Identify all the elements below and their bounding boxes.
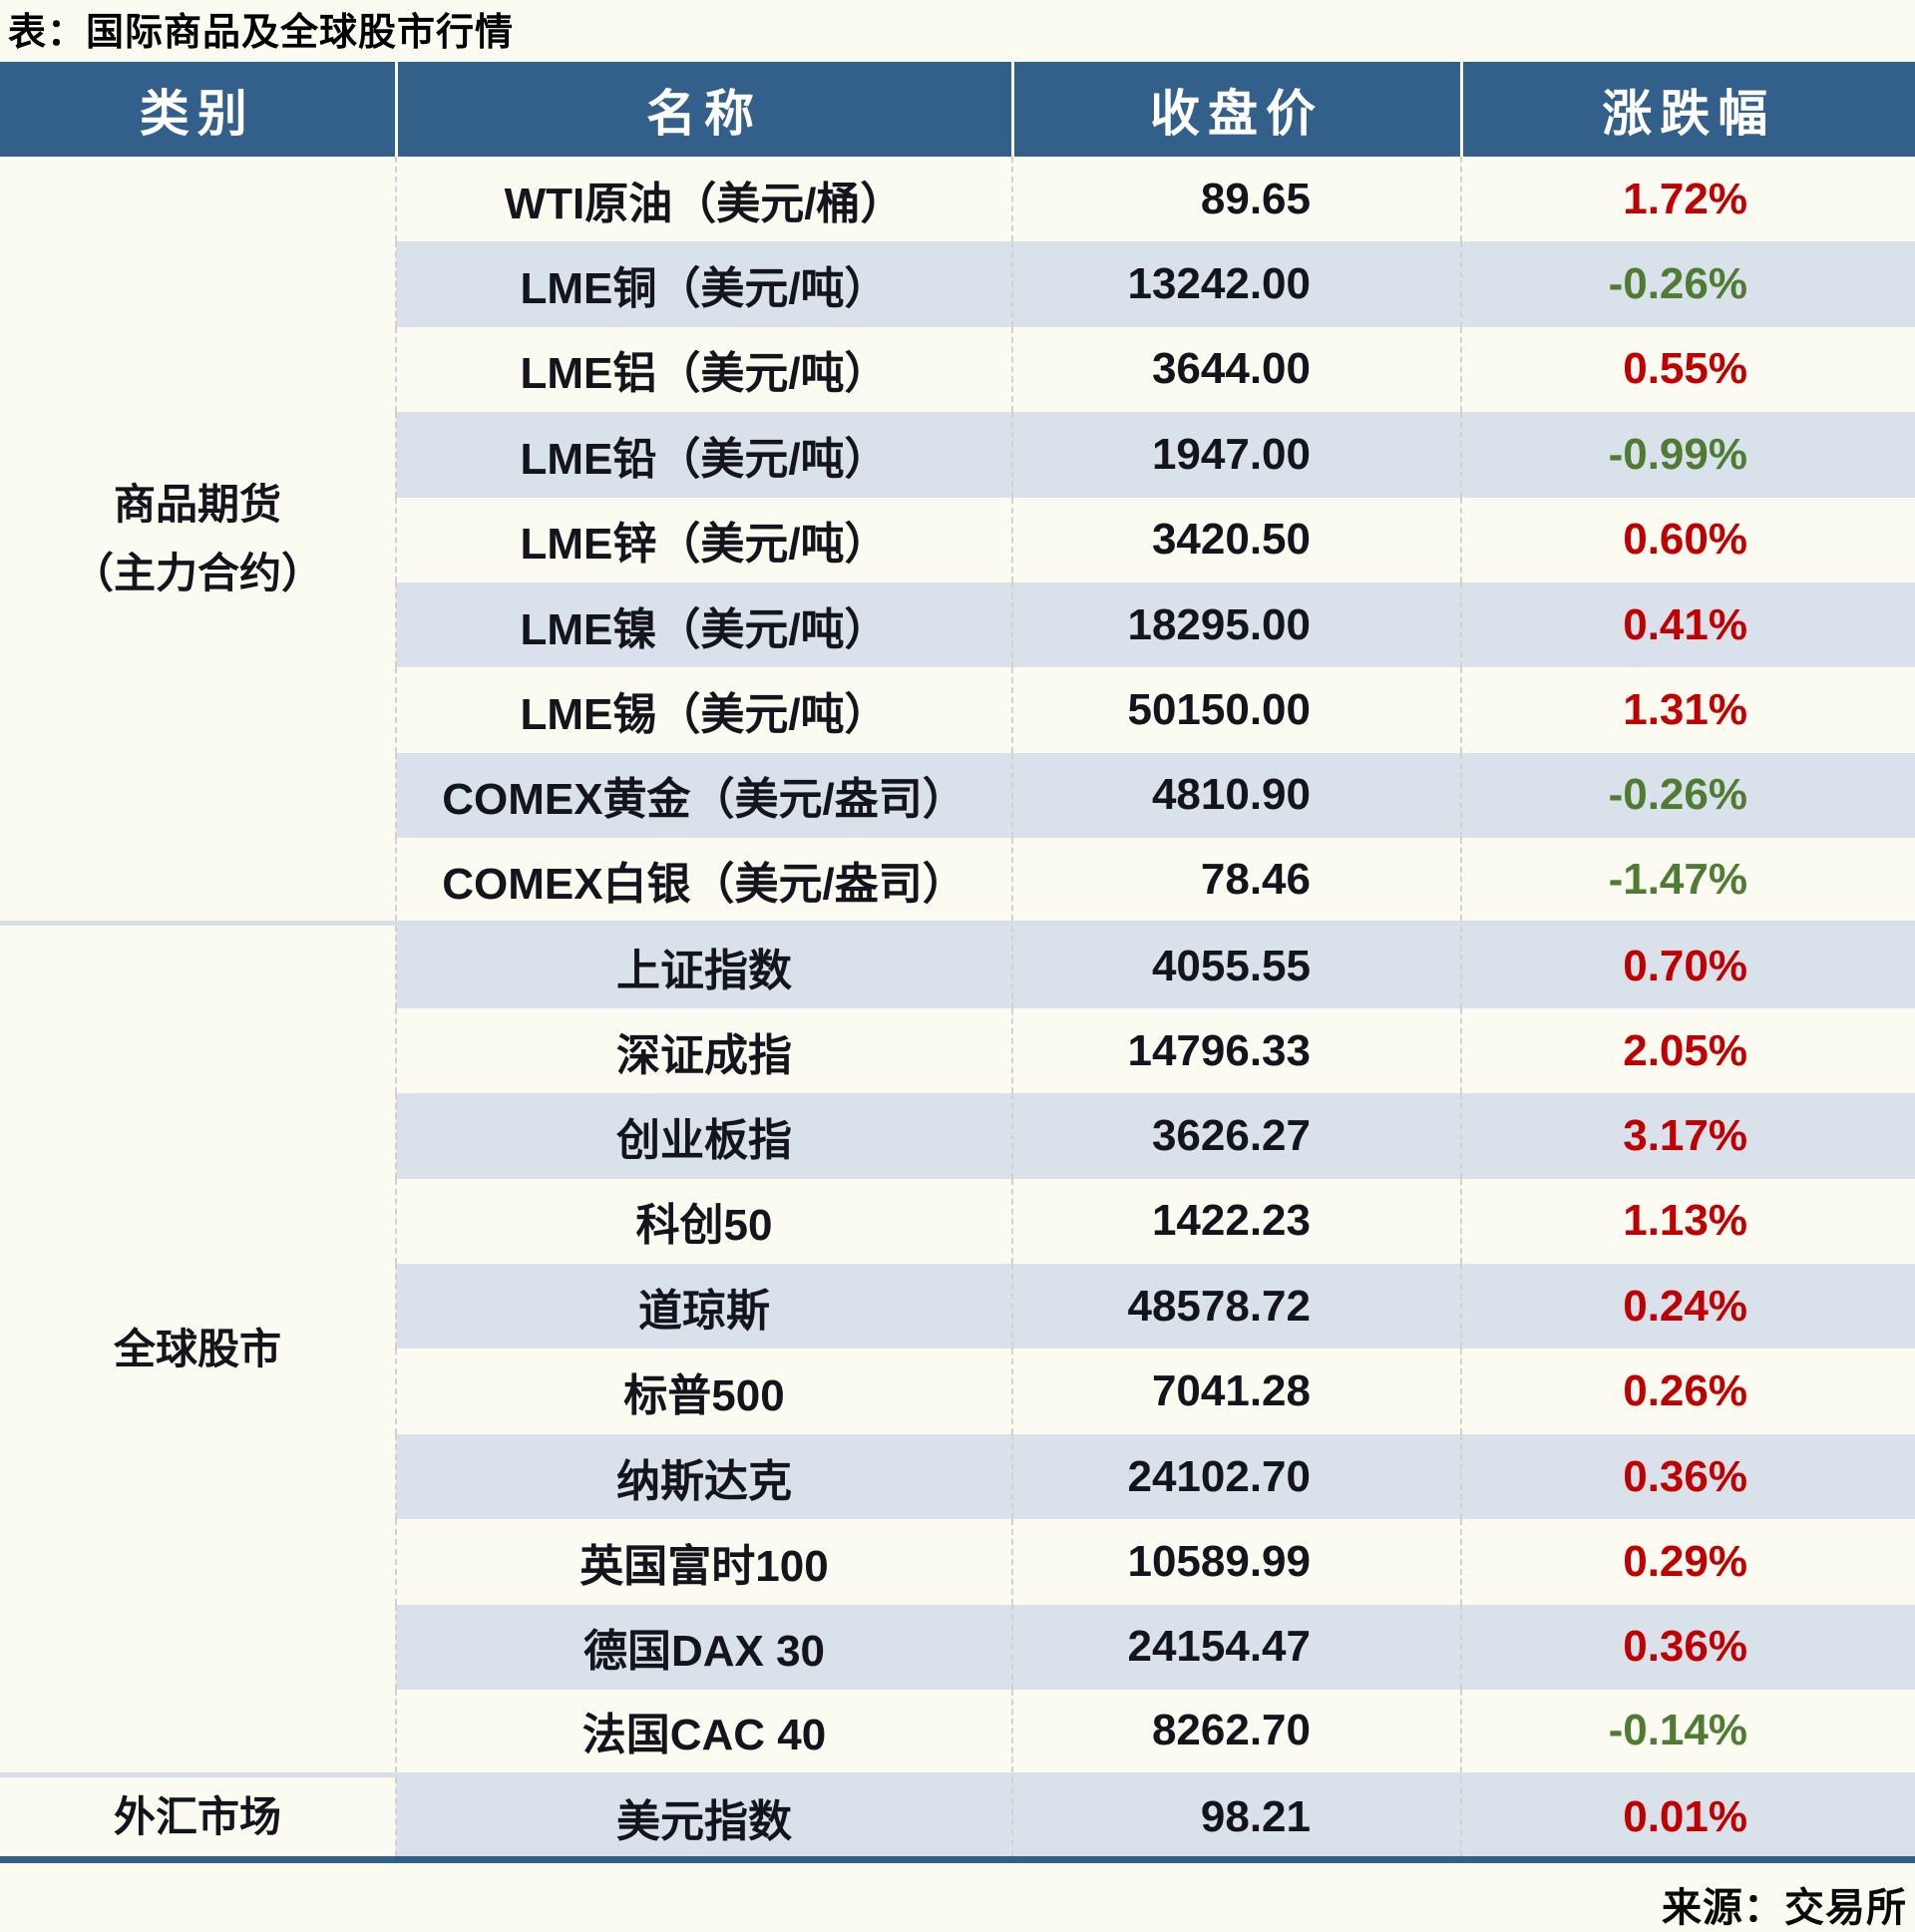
category-line: 商品期货 — [113, 480, 281, 528]
table-row: 德国DAX 30 24154.47 0.36% — [0, 1604, 1915, 1691]
change-pct-cell: -1.47% — [1608, 854, 1747, 904]
table-row: LME铝（美元/吨） 3644.00 0.55% — [0, 326, 1915, 413]
category-cell-fx-market: 外汇市场 — [0, 1771, 397, 1860]
change-pct-cell: 0.36% — [1461, 1604, 1915, 1691]
category-line: 全球股市 — [113, 1325, 281, 1372]
table-row: 深证成指 14796.33 2.05% — [0, 1007, 1915, 1094]
table-row: 外汇市场 美元指数 98.21 0.01% — [0, 1771, 1915, 1860]
change-pct-cell: 0.55% — [1623, 344, 1747, 394]
change-pct-cell: -0.99% — [1461, 412, 1915, 498]
col-header-name: 名称 — [396, 62, 1014, 157]
col-header-change: 涨跌幅 — [1461, 62, 1915, 157]
close-price-cell: 4810.90 — [1012, 752, 1462, 839]
table-row: 英国富时100 10589.99 0.29% — [0, 1519, 1915, 1605]
category-line: 外汇市场 — [113, 1792, 281, 1840]
close-price-cell: 78.46 — [1012, 838, 1462, 924]
change-pct-cell: 0.36% — [1461, 1433, 1915, 1520]
change-pct-cell: 0.29% — [1623, 1536, 1747, 1586]
close-price-cell: 89.65 — [1012, 157, 1462, 242]
change-pct-cell: 0.24% — [1461, 1264, 1915, 1350]
close-price-cell: 98.21 — [1012, 1771, 1462, 1860]
header-row: 类别 名称 收盘价 涨跌幅 — [0, 62, 1915, 157]
name-cell: 创业板指 — [396, 1093, 1013, 1179]
col-header-close: 收盘价 — [1012, 62, 1463, 157]
category-cell-global-stocks: 全球股市 — [0, 921, 397, 1775]
name-cell: 道琼斯 — [396, 1264, 1013, 1350]
name-cell: WTI原油（美元/桶） — [396, 157, 1013, 242]
close-price-cell: 4055.55 — [1012, 921, 1462, 1008]
change-pct-cell: 0.41% — [1461, 581, 1915, 668]
category-line: （主力合约） — [71, 550, 323, 596]
change-pct-cell: 3.17% — [1461, 1093, 1915, 1179]
table-row: LME锌（美元/吨） 3420.50 0.60% — [0, 497, 1915, 582]
change-pct-cell: -0.26% — [1461, 752, 1915, 839]
close-price-cell: 10589.99 — [1012, 1519, 1462, 1605]
name-cell: 纳斯达克 — [396, 1433, 1013, 1520]
close-price-cell: 1422.23 — [1012, 1178, 1462, 1265]
table-row: 商品期货 （主力合约） WTI原油（美元/桶） 89.65 1.72% — [0, 157, 1915, 924]
table-row: 法国CAC 40 8262.70 -0.14% — [0, 1690, 1915, 1775]
close-price-cell: 7041.28 — [1012, 1349, 1462, 1434]
table-row: LME镍（美元/吨） 18295.00 0.41% — [0, 581, 1915, 668]
table-row: 全球股市 上证指数 4055.55 0.70% — [0, 921, 1915, 1775]
close-price-cell: 8262.70 — [1012, 1690, 1462, 1775]
table-row: LME铅（美元/吨） 1947.00 -0.99% — [0, 412, 1915, 498]
close-price-cell: 18295.00 — [1012, 581, 1462, 668]
market-table: 类别 名称 收盘价 涨跌幅 商品期货 （主力合约） WTI原油（美元/桶） 89… — [0, 62, 1915, 1864]
change-pct-cell: 0.70% — [1461, 921, 1915, 1008]
change-pct-cell: -0.14% — [1608, 1706, 1747, 1755]
change-pct-cell: 1.13% — [1623, 1196, 1747, 1246]
close-price-cell: 3644.00 — [1012, 326, 1462, 413]
change-pct-cell: 1.31% — [1623, 685, 1747, 735]
close-price-cell: 14796.33 — [1012, 1007, 1462, 1094]
change-pct-cell: -0.26% — [1461, 241, 1915, 327]
close-price-cell: 1947.00 — [1012, 412, 1462, 498]
table-row: COMEX白银（美元/盎司） 78.46 -1.47% — [0, 838, 1915, 924]
name-cell: 美元指数 — [396, 1771, 1013, 1860]
table-row: LME铜（美元/吨） 13242.00 -0.26% — [0, 241, 1915, 327]
name-cell: 标普500 — [396, 1349, 1013, 1434]
close-price-cell: 3420.50 — [1012, 497, 1462, 582]
close-price-cell: 48578.72 — [1012, 1264, 1462, 1350]
close-price-cell: 24102.70 — [1012, 1433, 1462, 1520]
name-cell: LME铝（美元/吨） — [396, 326, 1013, 413]
close-price-cell: 50150.00 — [1012, 667, 1462, 753]
table-row: LME锡（美元/吨） 50150.00 1.31% — [0, 667, 1915, 753]
close-price-cell: 24154.47 — [1012, 1604, 1462, 1691]
col-header-category: 类别 — [0, 62, 398, 157]
change-pct-cell: 1.72% — [1623, 174, 1747, 223]
name-cell: 上证指数 — [396, 921, 1013, 1008]
table-row: 标普500 7041.28 0.26% — [0, 1349, 1915, 1434]
name-cell: LME镍（美元/吨） — [396, 581, 1013, 668]
change-pct-cell: 0.01% — [1461, 1771, 1915, 1860]
name-cell: LME锡（美元/吨） — [396, 667, 1013, 753]
table-row: 纳斯达克 24102.70 0.36% — [0, 1433, 1915, 1520]
name-cell: 法国CAC 40 — [396, 1690, 1013, 1775]
table-row: 科创50 1422.23 1.13% — [0, 1178, 1915, 1265]
close-price-cell: 3626.27 — [1012, 1093, 1462, 1179]
table-title: 表：国际商品及全球股市行情 — [8, 12, 515, 54]
name-cell: LME锌（美元/吨） — [396, 497, 1013, 582]
category-cell-commodity-futures: 商品期货 （主力合约） — [0, 157, 397, 924]
change-pct-cell: 2.05% — [1623, 1025, 1747, 1075]
name-cell: 科创50 — [396, 1178, 1013, 1265]
source-note: 来源：交易所 — [1662, 1886, 1907, 1931]
close-price-cell: 13242.00 — [1012, 241, 1462, 327]
table-row: COMEX黄金（美元/盎司） 4810.90 -0.26% — [0, 752, 1915, 839]
name-cell: 英国富时100 — [396, 1519, 1013, 1605]
name-cell: LME铅（美元/吨） — [396, 412, 1013, 498]
name-cell: 深证成指 — [396, 1007, 1013, 1094]
table-row: 创业板指 3626.27 3.17% — [0, 1093, 1915, 1179]
name-cell: COMEX黄金（美元/盎司） — [396, 752, 1013, 839]
name-cell: LME铜（美元/吨） — [396, 241, 1013, 327]
name-cell: COMEX白银（美元/盎司） — [396, 838, 1013, 924]
change-pct-cell: 0.26% — [1623, 1366, 1747, 1416]
name-cell: 德国DAX 30 — [396, 1604, 1013, 1691]
change-pct-cell: 0.60% — [1623, 515, 1747, 565]
table-row: 道琼斯 48578.72 0.24% — [0, 1264, 1915, 1350]
